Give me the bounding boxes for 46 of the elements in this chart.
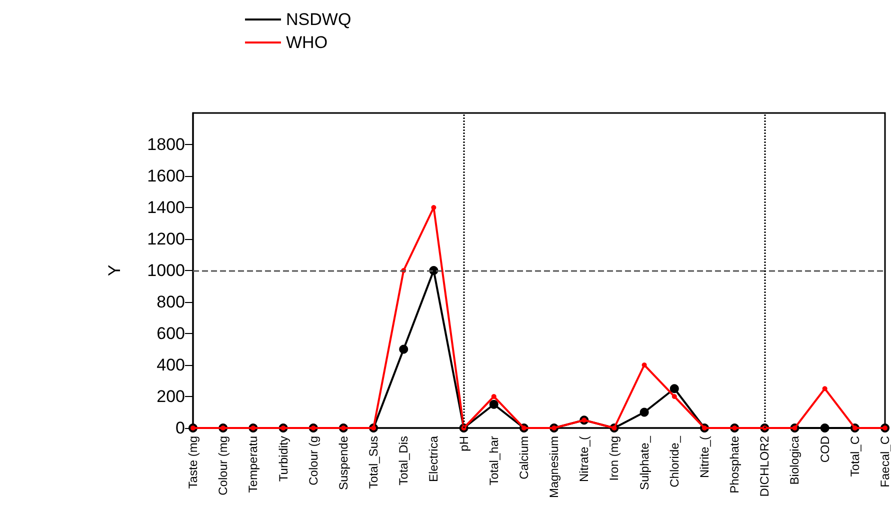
x-tick-label: COD — [818, 436, 832, 463]
y-tick-label: 1800 — [147, 135, 185, 154]
x-tick-label: Total_C — [848, 436, 862, 477]
x-tick-label: Total_Sus — [366, 436, 381, 489]
x-tick-label: pH — [456, 436, 471, 452]
x-tick-label: Magnesium — [547, 436, 562, 498]
x-tick-label: Sulphate_ — [637, 436, 652, 490]
x-tick-label: Nitrite_( — [697, 436, 712, 478]
x-tick-label: Nitrate_( — [577, 436, 592, 482]
x-tick-label: Phosphate — [728, 436, 742, 494]
point — [642, 362, 647, 368]
x-tick-label: Turbidity — [276, 436, 290, 482]
x-tick-label: Biologica — [788, 436, 802, 485]
point — [640, 408, 649, 417]
point — [672, 394, 677, 399]
y-tick-label: 1000 — [147, 261, 185, 280]
x-tick-label: Total_har — [486, 436, 501, 486]
point — [431, 205, 436, 210]
point — [820, 424, 830, 432]
x-tick-label: Taste (mg — [186, 436, 200, 489]
x-tick-label: Iron (mg — [607, 436, 622, 481]
y-tick-label: 200 — [156, 387, 185, 406]
point — [489, 400, 498, 409]
x-tick-label: Colour (mg — [216, 436, 230, 496]
x-tick-label: Calcium — [516, 436, 531, 480]
y-axis-title: Y — [105, 264, 124, 276]
legend-label: NSDWQ — [286, 10, 352, 29]
x-tick-label: Chloride_ — [667, 436, 682, 488]
y-tick-label: 400 — [156, 356, 185, 374]
x-tick-label: Colour (g — [306, 436, 320, 486]
y-tick-label: 1400 — [147, 198, 185, 217]
x-tick-label: DICHLOR2 — [758, 436, 772, 497]
y-tick-label: 800 — [156, 292, 185, 312]
legend-label: WHO — [286, 33, 328, 52]
point — [491, 394, 496, 399]
x-tick-label: Temperatu — [246, 436, 260, 493]
y-tick-label: 1600 — [147, 166, 185, 186]
point — [822, 386, 828, 392]
x-tick-label: Total_Dis — [396, 436, 411, 486]
y-tick-label: 600 — [156, 324, 185, 343]
x-tick-label: Electrica — [426, 436, 441, 482]
x-tick-label: Suspende — [336, 436, 350, 490]
y-tick-label: 0 — [176, 418, 185, 438]
y-tick-label: 1200 — [147, 230, 185, 248]
point — [399, 344, 408, 354]
point — [670, 384, 679, 394]
